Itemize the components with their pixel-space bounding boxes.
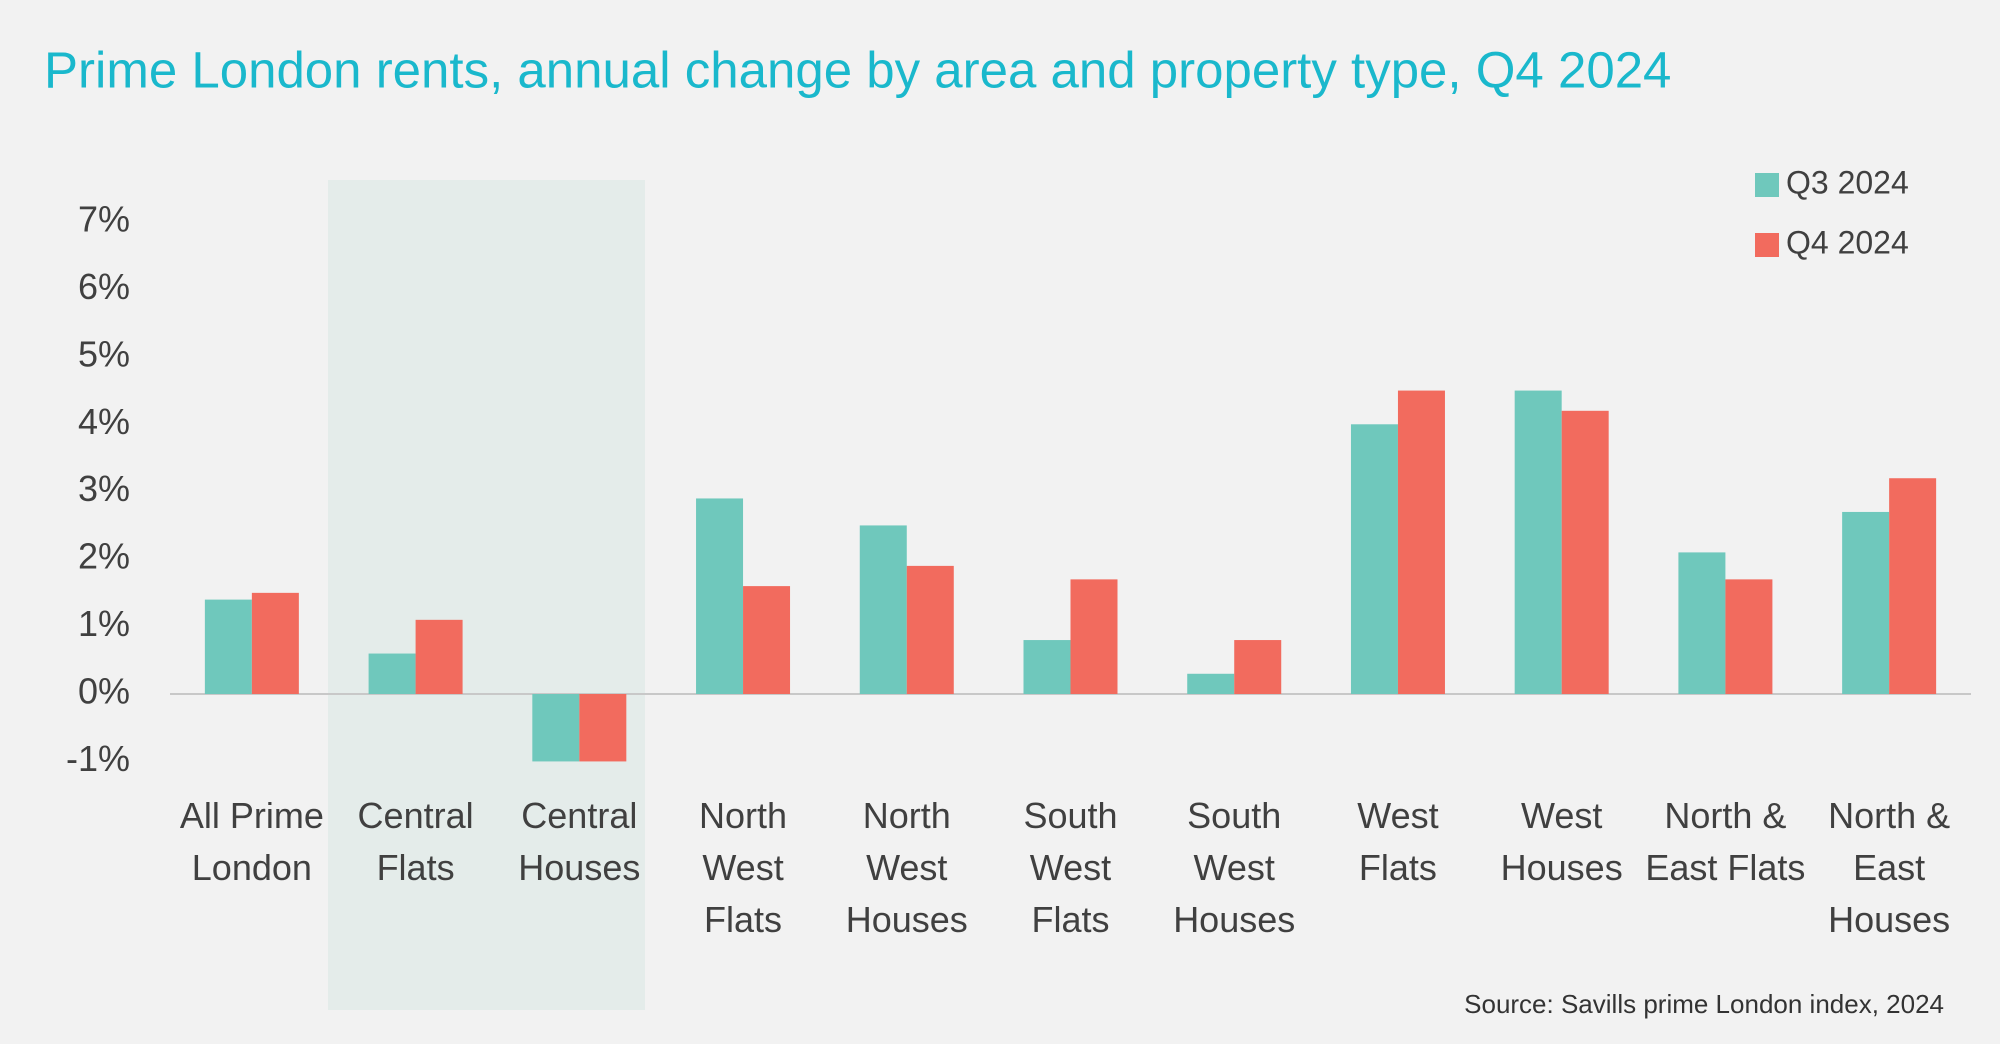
x-tick-label: North & East Flats <box>1645 795 1806 888</box>
bar <box>532 694 580 762</box>
highlight-region <box>328 180 645 1010</box>
bar <box>1561 410 1609 695</box>
x-tick-label: North West Houses <box>845 795 968 940</box>
bar <box>579 694 627 762</box>
bar <box>1350 424 1398 695</box>
legend-swatch <box>1755 173 1779 197</box>
y-tick-label: 0% <box>78 671 130 712</box>
bar <box>743 586 791 695</box>
bar <box>859 525 907 695</box>
y-tick-label: 2% <box>78 536 130 577</box>
bar <box>1889 478 1937 695</box>
y-tick-label: 6% <box>78 266 130 307</box>
legend-label: Q3 2024 <box>1786 164 1909 200</box>
x-tick-label: West Flats <box>1357 795 1439 888</box>
bar <box>1070 579 1118 695</box>
bar <box>251 592 299 695</box>
x-tick-label: North & East Houses <box>1828 795 1951 940</box>
bar <box>204 599 252 695</box>
x-tick-label: North West Flats <box>699 795 788 940</box>
x-tick-label: West Houses <box>1500 795 1623 888</box>
chart-title: Prime London rents, annual change by are… <box>44 41 1671 98</box>
x-tick-label: Central Flats <box>357 795 474 888</box>
legend-label: Q4 2024 <box>1786 224 1909 260</box>
bar <box>1023 640 1071 695</box>
bar <box>906 565 954 695</box>
bar <box>1725 579 1773 695</box>
y-tick-label: 5% <box>78 333 130 374</box>
y-tick-label: 1% <box>78 603 130 644</box>
y-tick-label: 3% <box>78 468 130 509</box>
x-tick-label: South West Houses <box>1173 795 1296 940</box>
bar <box>368 653 416 695</box>
bar <box>1678 552 1726 695</box>
bar <box>1234 640 1282 695</box>
x-tick-label: All Prime London <box>179 795 324 888</box>
bar <box>1842 511 1890 695</box>
y-tick-label: 7% <box>78 199 130 240</box>
source-note: Source: Savills prime London index, 2024 <box>1464 989 1944 1019</box>
bar <box>696 498 744 695</box>
bar <box>415 619 463 695</box>
bar <box>1187 673 1235 695</box>
y-tick-label: -1% <box>66 738 130 779</box>
bar <box>1397 390 1445 695</box>
x-tick-label: South West Flats <box>1023 795 1118 940</box>
y-tick-label: 4% <box>78 401 130 442</box>
bar <box>1514 390 1562 695</box>
legend-swatch <box>1755 233 1779 257</box>
x-tick-label: Central Houses <box>518 795 641 888</box>
